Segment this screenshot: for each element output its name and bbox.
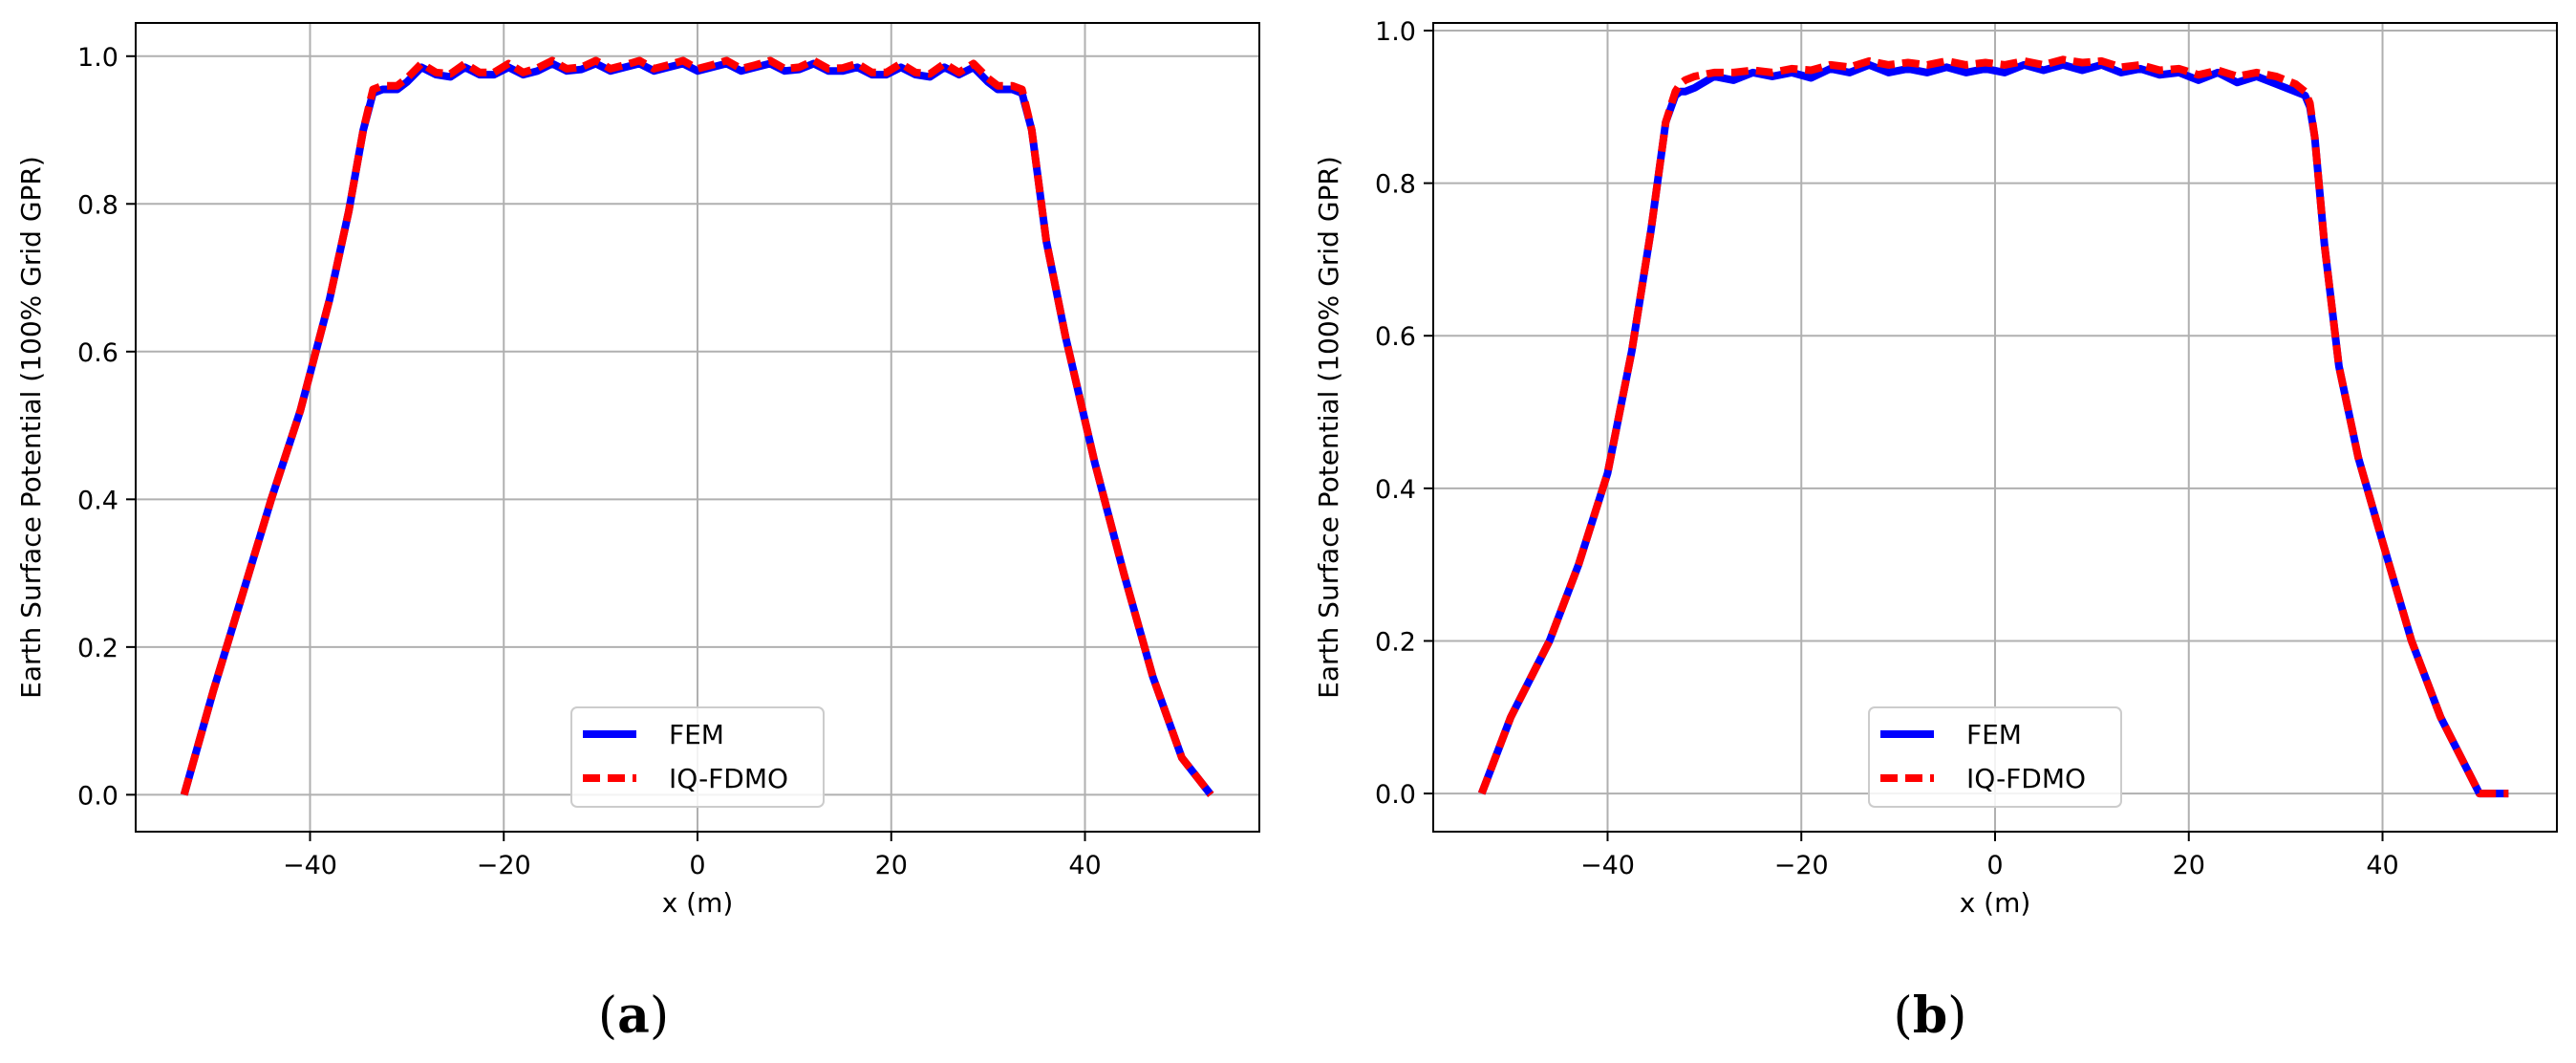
legend-iqfdmo-label: IQ-FDMO xyxy=(669,763,788,794)
x-axis-label: x (m) xyxy=(1960,887,2031,919)
x-tick-label: 0 xyxy=(1986,851,2003,880)
y-tick-label: 0.8 xyxy=(77,190,118,220)
x-tick-label: 40 xyxy=(1068,851,1101,880)
y-tick-label: 1.0 xyxy=(1375,17,1416,47)
legend-iqfdmo-label: IQ-FDMO xyxy=(1966,763,2086,794)
legend-fem-label: FEM xyxy=(1966,719,2022,750)
y-tick-label: 0.4 xyxy=(77,486,118,515)
chart-panel-b: −40 −20 0 20 40 0.0 0.2 0.4 0.6 0.8 1.0 x (m) Eart… xyxy=(1313,17,2558,1045)
panel-caption-b: (b) xyxy=(1894,987,1967,1045)
series-line-iq-fdmo xyxy=(1477,55,2509,798)
x-tick-label: −40 xyxy=(283,851,337,880)
y-tick-label: 0.6 xyxy=(77,338,118,368)
x-tick-label: 0 xyxy=(689,851,705,880)
y-axis-label: Earth Surface Potential (100% Grid GPR) xyxy=(15,156,47,699)
grid-lines xyxy=(136,23,1259,832)
series-layer xyxy=(180,56,1214,797)
y-tick-label: 0.2 xyxy=(77,634,118,663)
y-tick-label: 0.0 xyxy=(77,781,118,811)
x-tick-label: −40 xyxy=(1580,851,1635,880)
y-tick-label: 0.8 xyxy=(1375,170,1416,200)
axis-ticks: −40 −20 0 20 40 0.0 0.2 0.4 0.6 0.8 1.0 xyxy=(77,43,1102,880)
series-line-iq-fdmo xyxy=(180,56,1214,797)
x-tick-label: −20 xyxy=(1774,851,1829,880)
grid-lines xyxy=(1433,23,2557,832)
y-axis-label: Earth Surface Potential (100% Grid GPR) xyxy=(1313,156,1344,699)
y-tick-label: 0.6 xyxy=(1375,322,1416,352)
x-tick-label: 20 xyxy=(2173,851,2205,880)
legend-fem-label: FEM xyxy=(669,719,724,750)
legend: FEM IQ-FDMO xyxy=(1868,706,2122,808)
y-tick-label: 0.0 xyxy=(1375,780,1416,810)
x-axis-label: x (m) xyxy=(662,887,734,919)
x-tick-label: 40 xyxy=(2366,851,2398,880)
panel-caption-a: (a) xyxy=(598,987,669,1045)
chart-panel-a: −40 −20 0 20 40 0.0 0.2 0.4 0.6 0.8 1.0 x (m) Eart… xyxy=(15,22,1260,1045)
y-tick-label: 0.4 xyxy=(1375,475,1416,505)
series-layer xyxy=(1477,55,2509,798)
legend: FEM IQ-FDMO xyxy=(570,706,825,808)
x-tick-label: 20 xyxy=(875,851,908,880)
axis-ticks: −40 −20 0 20 40 0.0 0.2 0.4 0.6 0.8 1.0 xyxy=(1375,17,2399,880)
y-tick-label: 1.0 xyxy=(77,43,118,73)
y-tick-label: 0.2 xyxy=(1375,627,1416,657)
x-tick-label: −20 xyxy=(477,851,531,880)
